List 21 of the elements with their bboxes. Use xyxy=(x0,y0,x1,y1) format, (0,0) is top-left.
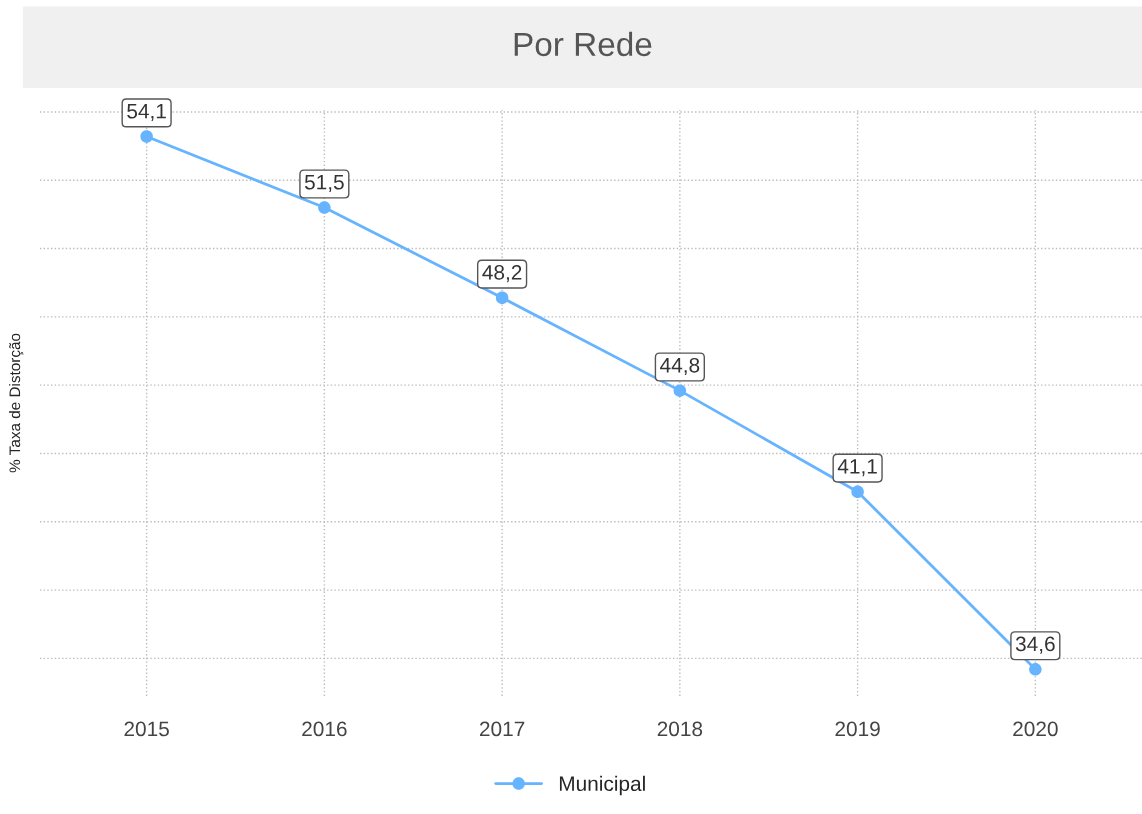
chart-title: Por Rede xyxy=(514,31,652,57)
point xyxy=(851,485,864,498)
data-label: 48,2 xyxy=(482,264,522,283)
x-tick-label: 2019 xyxy=(835,721,880,737)
point xyxy=(673,384,687,397)
data-label: 41,1 xyxy=(837,459,877,477)
point xyxy=(140,130,153,143)
x-tick-label: 2020 xyxy=(1013,721,1058,737)
data-label: 54,1 xyxy=(127,103,166,121)
legend-label: Municipal xyxy=(559,775,645,796)
data-label: 44,8 xyxy=(660,357,700,376)
x-tick-label: 2015 xyxy=(124,721,169,737)
point xyxy=(318,201,331,214)
y-axis-title: % Taxa de Distorção xyxy=(8,333,24,473)
x-tick-label: 2016 xyxy=(302,721,347,737)
data-label: 51,5 xyxy=(304,175,344,193)
point xyxy=(495,291,509,304)
x-tick-label: 2017 xyxy=(479,721,525,737)
x-tick-label: 2018 xyxy=(657,721,703,737)
point xyxy=(1029,663,1042,676)
data-label: 34,6 xyxy=(1015,636,1055,654)
